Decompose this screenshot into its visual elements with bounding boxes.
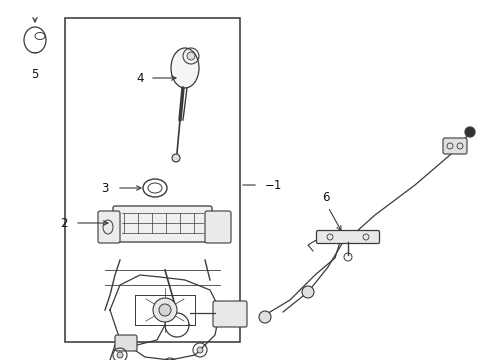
Circle shape	[172, 154, 180, 162]
FancyBboxPatch shape	[115, 335, 137, 351]
Circle shape	[302, 286, 313, 298]
Text: 3: 3	[101, 181, 108, 194]
Ellipse shape	[171, 48, 199, 88]
Bar	[65, 18, 240, 342]
Circle shape	[186, 52, 195, 60]
FancyBboxPatch shape	[316, 230, 379, 243]
Text: −1: −1	[264, 179, 282, 192]
FancyBboxPatch shape	[442, 138, 466, 154]
Circle shape	[153, 298, 177, 322]
Text: 4: 4	[136, 72, 143, 85]
Text: 2: 2	[60, 216, 68, 230]
FancyBboxPatch shape	[204, 211, 230, 243]
Text: 6: 6	[322, 190, 329, 203]
Circle shape	[117, 352, 123, 358]
FancyBboxPatch shape	[113, 206, 212, 242]
Text: 5: 5	[31, 68, 39, 81]
Circle shape	[259, 311, 270, 323]
Circle shape	[464, 127, 474, 137]
Circle shape	[159, 304, 171, 316]
Circle shape	[197, 347, 203, 353]
FancyBboxPatch shape	[98, 211, 120, 243]
FancyBboxPatch shape	[213, 301, 246, 327]
